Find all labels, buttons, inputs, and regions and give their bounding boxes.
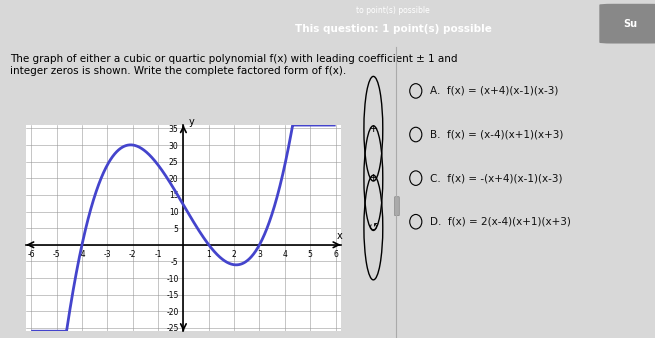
Text: B.  f(x) = (x-4)(x+1)(x+3): B. f(x) = (x-4)(x+1)(x+3) bbox=[430, 129, 564, 140]
FancyBboxPatch shape bbox=[599, 4, 655, 44]
Text: This question: 1 point(s) possible: This question: 1 point(s) possible bbox=[295, 24, 491, 34]
Text: to point(s) possible: to point(s) possible bbox=[356, 6, 430, 15]
Text: C.  f(x) = -(x+4)(x-1)(x-3): C. f(x) = -(x+4)(x-1)(x-3) bbox=[430, 173, 563, 183]
Text: Su: Su bbox=[623, 19, 637, 29]
Text: D.  f(x) = 2(x-4)(x+1)(x+3): D. f(x) = 2(x-4)(x+1)(x+3) bbox=[430, 217, 571, 227]
Text: ↺: ↺ bbox=[369, 222, 378, 233]
Text: The graph of either a cubic or quartic polynomial f(x) with leading coefficient : The graph of either a cubic or quartic p… bbox=[10, 54, 457, 76]
Text: y: y bbox=[189, 117, 195, 127]
Text: +: + bbox=[369, 124, 378, 134]
Text: x: x bbox=[337, 231, 342, 241]
Text: +: + bbox=[369, 173, 378, 183]
FancyBboxPatch shape bbox=[394, 197, 400, 216]
Text: A.  f(x) = (x+4)(x-1)(x-3): A. f(x) = (x+4)(x-1)(x-3) bbox=[430, 86, 559, 96]
